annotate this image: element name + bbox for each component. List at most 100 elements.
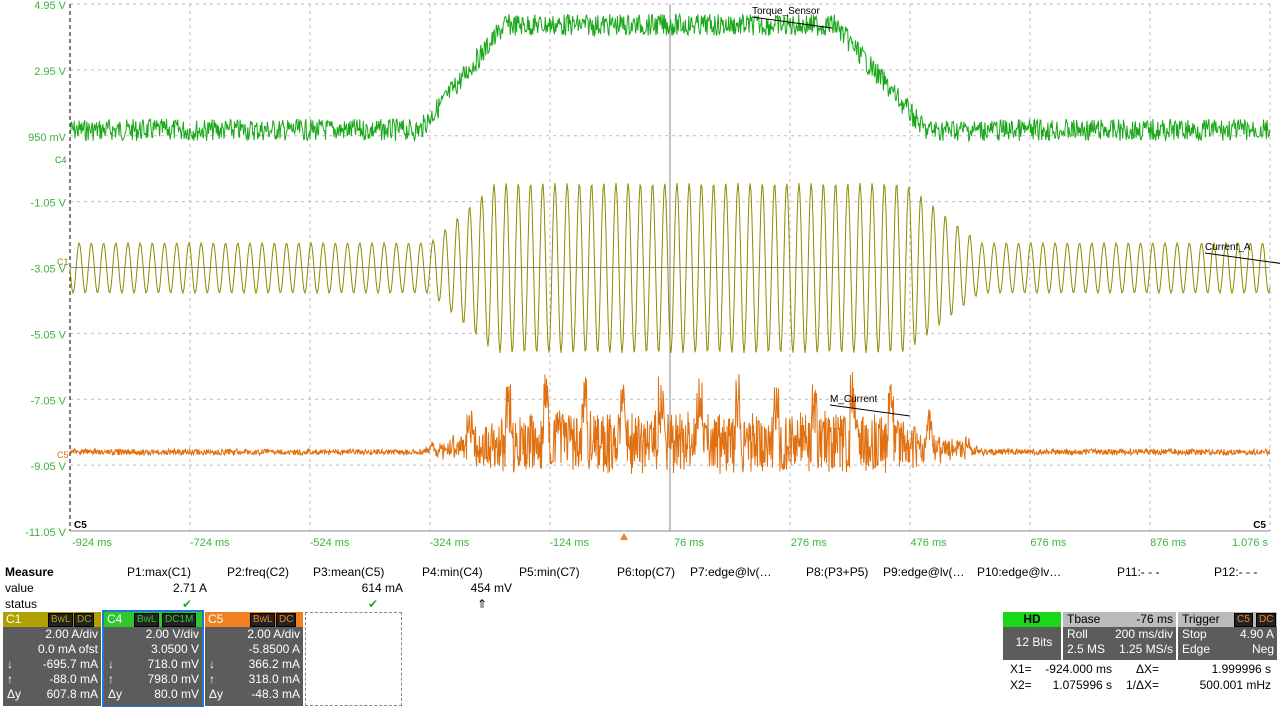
channel-header: C1 BwL DC — [3, 612, 101, 627]
trace-label: Current_A — [1205, 242, 1251, 253]
trace-c1 — [69, 182, 1271, 354]
waveform-display: 4.95 V 2.95 V 950 mV -1.05 V -3.05 V -5.05 V -… — [25, 0, 1280, 549]
cursor-row: ↓ 366.2 mA — [205, 657, 303, 672]
param-status: ⇑ — [477, 597, 488, 611]
trigger-type: Edge — [1182, 642, 1211, 656]
channel-offset: 0.0 mA ofst — [3, 642, 101, 657]
param-name: P7:edge@lv(… — [690, 565, 772, 579]
trigger-level: 4.90 A — [1239, 627, 1274, 641]
trigger-row: Stop 4.90 A — [1178, 627, 1277, 642]
cursor-symbol: Δy — [209, 687, 224, 701]
cursor-row: ↑ -88.0 mA — [3, 672, 101, 687]
x-tick-label: 676 ms — [1030, 537, 1067, 549]
x-tick-label: -924 ms — [72, 537, 112, 549]
cursor-value: 798.0 mV — [147, 672, 199, 686]
channel-scale: 2.00 V/div — [145, 627, 199, 641]
trace-pointer — [1204, 252, 1280, 264]
channel-name: C1 — [6, 612, 22, 626]
cursor-row: Δy 607.8 mA — [3, 687, 101, 702]
param-value: 2.71 A — [172, 581, 207, 595]
param-value: 454 mV — [470, 581, 512, 595]
channel-scale: 2.00 A/div — [205, 627, 303, 642]
cursor-row: ↑ 798.0 mV — [104, 672, 202, 687]
channel-marker: C5 — [74, 520, 87, 531]
y-tick-label: 2.95 V — [34, 66, 66, 78]
cursor-value: 366.2 mA — [248, 657, 300, 671]
channel-marker: C5 — [1253, 520, 1266, 531]
row-label: status — [5, 597, 38, 611]
channel-box: C4 BwL DC1M 2.00 V/div 3.0500 V ↓ 718.0 mV ↑ 798… — [102, 610, 204, 707]
y-tick-label: -7.05 V — [31, 395, 67, 407]
trace-c4 — [69, 12, 1271, 143]
cursor-symbol: ↑ — [7, 672, 13, 686]
channel-scale: 2.00 A/div — [3, 627, 101, 642]
cursor-row: Δy 80.0 mV — [104, 687, 202, 702]
channel-offset: 3.0500 V — [150, 642, 199, 656]
cursor-value: 718.0 mV — [147, 657, 199, 671]
x-tick-label: -324 ms — [430, 537, 470, 549]
trigger-row: Edge Neg — [1178, 642, 1277, 657]
channel-offset: 0.0 mA ofst — [37, 642, 98, 656]
row-label: value — [5, 581, 34, 595]
channel-tag: DC1M — [162, 613, 197, 627]
trigger-coupling: DC — [1256, 613, 1277, 627]
hd-title: HD — [1003, 612, 1061, 627]
channel-scale: 2.00 A/div — [247, 627, 300, 641]
param-name: P10:edge@lv… — [977, 565, 1062, 579]
measure-title: Measure — [5, 565, 54, 579]
channel-offset: -5.8500 A — [248, 642, 300, 656]
cursor-value: -88.0 mA — [49, 672, 98, 686]
empty-slot — [305, 612, 402, 706]
cursor-row: ↓ 718.0 mV — [104, 657, 202, 672]
x-tick-label: 476 ms — [911, 537, 948, 549]
x-tick-label: 876 ms — [1150, 537, 1187, 549]
cursor-value: -924.000 ms — [1045, 662, 1112, 676]
cursor-value: 607.8 mA — [46, 687, 98, 701]
tbase-div: 200 ms/div — [1114, 627, 1173, 641]
x-tick-label: -124 ms — [549, 537, 589, 549]
channel-marker: C5 — [57, 450, 69, 460]
param-name: P3:mean(C5) — [313, 565, 385, 579]
y-tick-label: -11.05 V — [25, 527, 66, 539]
trace-label: M_Current — [830, 394, 877, 405]
cursor-value: 1.999996 s — [1211, 662, 1271, 676]
channel-scale: 2.00 A/div — [45, 627, 98, 641]
channel-header: C5 BwL DC — [205, 612, 303, 627]
hd-box: HD 12 Bits — [1003, 612, 1061, 660]
tbase-delay: -76 ms — [1136, 612, 1173, 626]
channel-offset: -5.8500 A — [205, 642, 303, 657]
bits: 12 Bits — [1015, 635, 1053, 649]
tbase-box: Tbase -76 ms Roll 200 ms/div 2.5 MS 1.25 MS/s — [1063, 612, 1176, 660]
channel-tag: BwL — [134, 613, 160, 627]
x-tick-label: -524 ms — [310, 537, 350, 549]
cursor-symbol: ↓ — [209, 657, 215, 671]
y-tick-label: -3.05 V — [31, 264, 67, 276]
channel-name: C4 — [107, 612, 123, 626]
cursor-symbol: Δy — [108, 687, 123, 701]
channel-tag: BwL — [48, 613, 74, 627]
cursor-value: 1.075996 s — [1052, 678, 1112, 692]
channel-tag: DC — [74, 613, 95, 627]
tbase-samples: 2.5 MS — [1067, 642, 1106, 656]
y-tick-label: -5.05 V — [31, 329, 67, 341]
y-tick-label: -9.05 V — [31, 461, 67, 473]
cursor-symbol: ↓ — [7, 657, 13, 671]
tbase-row: 2.5 MS 1.25 MS/s — [1063, 642, 1176, 657]
cursor-value: 500.001 mHz — [1199, 678, 1271, 692]
channel-box: C1 BwL DC 2.00 A/div 0.0 mA ofst ↓ -695.7 mA ↑ -… — [3, 612, 101, 706]
x-tick-label: 76 ms — [674, 537, 704, 549]
tbase-rate: 1.25 MS/s — [1118, 642, 1173, 656]
tbase-row: Roll 200 ms/div — [1063, 627, 1176, 642]
param-status: ✔ — [182, 597, 193, 611]
param-name: P9:edge@lv(… — [883, 565, 965, 579]
channel-box: C5 BwL DC 2.00 A/div -5.8500 A ↓ 366.2 mA ↑ 318.… — [205, 612, 303, 706]
x-tick-label: 1.076 s — [1232, 537, 1269, 549]
channel-scale: 2.00 V/div — [104, 627, 202, 642]
trace-pointer — [751, 16, 833, 29]
channel-offset: 3.0500 V — [104, 642, 202, 657]
y-tick-label: 950 mV — [28, 132, 67, 144]
trigger-title: Trigger — [1182, 612, 1220, 626]
cursor-symbol: ↑ — [108, 672, 114, 686]
cursor-value: 318.0 mA — [248, 672, 300, 686]
tbase-title: Tbase — [1067, 612, 1101, 626]
